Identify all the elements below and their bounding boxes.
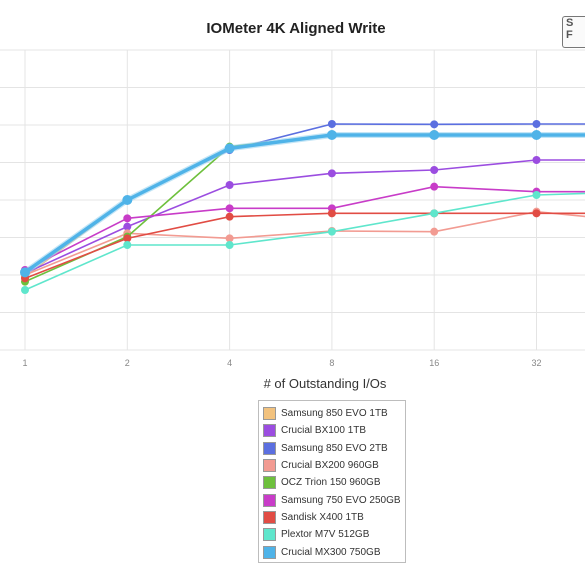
data-point (327, 169, 336, 178)
legend-item: Samsung 850 EVO 1TB (263, 405, 405, 422)
series-7 (21, 191, 585, 294)
legend-item: Crucial BX100 1TB (263, 422, 405, 439)
data-point (430, 166, 439, 174)
legend-label: Sandisk X400 1TB (281, 511, 364, 523)
series-line (24, 212, 585, 280)
legend-item: Crucial BX200 960GB (263, 457, 405, 474)
legend-label: Crucial BX200 960GB (281, 460, 379, 472)
legend-swatch (263, 545, 276, 559)
series-0 (21, 130, 585, 281)
legend-label: Crucial MX300 750GB (281, 546, 381, 558)
legend-label: OCZ Trion 150 960GB (281, 477, 381, 489)
data-point (20, 267, 30, 278)
series-1 (21, 156, 585, 278)
data-point (224, 143, 235, 154)
legend-swatch (263, 407, 276, 421)
x-tick-label: 8 (329, 358, 334, 368)
legend-item: Sandisk X400 1TB (263, 509, 405, 526)
grid-lines (0, 49, 585, 351)
legend-label: Samsung 850 EVO 2TB (281, 442, 388, 454)
legend-item: Plextor M7V 512GB (263, 526, 405, 543)
series-line (24, 210, 585, 276)
data-point (430, 182, 439, 191)
series-line (24, 159, 585, 275)
data-point (532, 191, 541, 199)
x-tick-label: 2 (125, 358, 130, 368)
chart-legend: Samsung 850 EVO 1TB Crucial BX100 1TB Sams… (258, 400, 406, 563)
series-lines (20, 120, 585, 294)
series-line (23, 133, 585, 274)
legend-swatch (263, 476, 276, 490)
series-line (24, 133, 585, 278)
legend-label: Samsung 850 EVO 1TB (281, 408, 388, 420)
logo-letter-top: S (566, 17, 574, 29)
series-2 (21, 120, 585, 276)
x-tick-label: 1 (22, 358, 27, 368)
data-point (225, 234, 234, 243)
series-5 (21, 182, 585, 274)
data-point (429, 130, 440, 140)
series-8 (20, 130, 585, 278)
data-point (327, 120, 336, 128)
legend-item: OCZ Trion 150 960GB (263, 474, 405, 491)
data-point (430, 209, 439, 218)
data-point (225, 212, 234, 221)
legend-swatch (263, 493, 276, 507)
legend-swatch (263, 459, 276, 473)
data-point (532, 156, 541, 164)
data-point (122, 195, 133, 205)
data-point (532, 209, 541, 218)
data-point (225, 204, 234, 213)
data-point (430, 120, 439, 129)
legend-label: Crucial BX100 1TB (281, 425, 367, 437)
legend-item: Crucial MX300 750GB (263, 543, 405, 560)
legend-item: Samsung 850 EVO 2TB (263, 440, 405, 457)
legend-swatch (263, 441, 276, 455)
data-point (326, 130, 337, 140)
data-point (430, 227, 439, 236)
data-point (327, 227, 336, 236)
data-point (225, 241, 234, 249)
x-tick-label: 32 (531, 358, 541, 368)
data-point (21, 286, 29, 294)
legend-swatch (263, 528, 276, 542)
site-logo: S F (562, 16, 585, 48)
data-point (123, 234, 132, 243)
data-point (123, 214, 132, 223)
legend-label: Plextor M7V 512GB (281, 529, 370, 541)
data-point (123, 241, 132, 249)
data-point (123, 222, 132, 231)
legend-label: Samsung 750 EVO 250GB (281, 494, 401, 506)
series-glow (23, 132, 585, 275)
x-tick-label: 4 (227, 358, 232, 368)
logo-letter-bottom: F (566, 29, 573, 41)
data-point (531, 130, 542, 140)
x-tick-label: 16 (429, 358, 439, 368)
chart-title: IOMeter 4K Aligned Write (206, 20, 385, 37)
x-tick-labels: 1 2 4 8 16 32 (22, 358, 541, 368)
legend-swatch (263, 424, 276, 438)
data-point (532, 120, 541, 128)
x-axis-label: # of Outstanding I/Os (264, 376, 387, 391)
legend-item: Samsung 750 EVO 250GB (263, 491, 405, 508)
legend-swatch (263, 510, 276, 524)
series-line (24, 123, 585, 273)
data-point (327, 209, 336, 218)
series-line (24, 185, 585, 271)
data-point (225, 181, 234, 189)
